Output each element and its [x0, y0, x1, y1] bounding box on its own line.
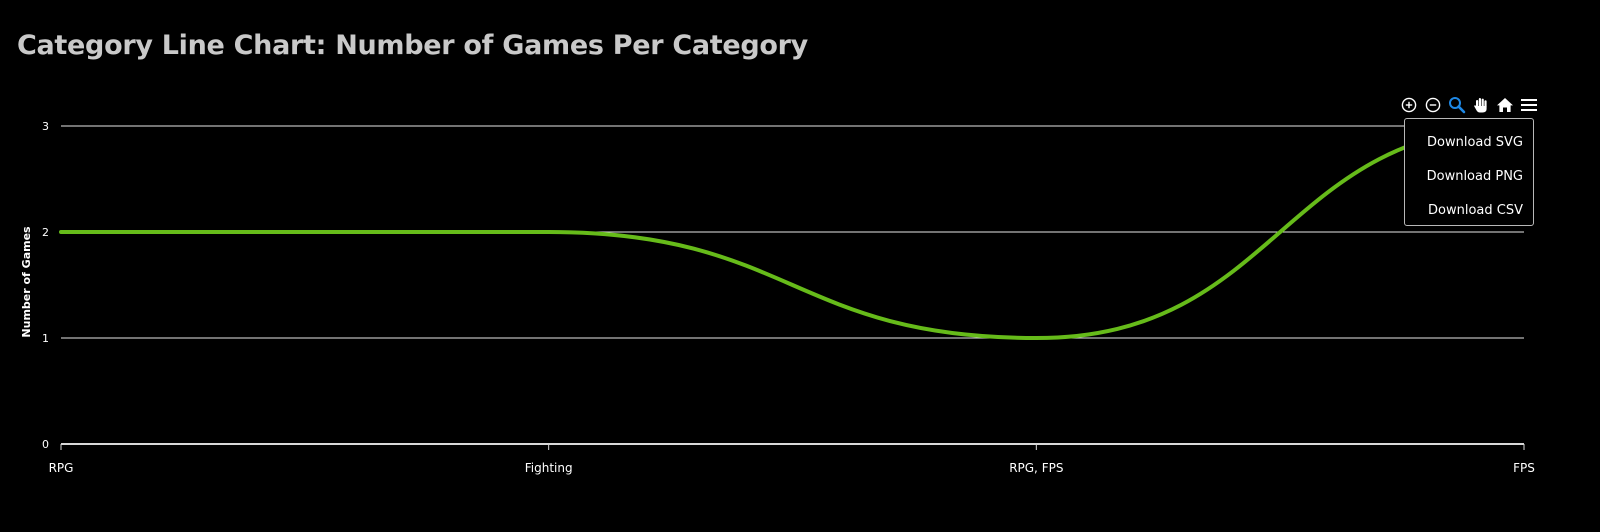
y-axis-label: Number of Games — [20, 226, 33, 338]
x-tick-label-1: Fighting — [525, 461, 573, 475]
x-tick-label-2: RPG, FPS — [1009, 461, 1063, 475]
zoom-in-icon[interactable] — [1398, 94, 1420, 116]
y-tick-label-2: 2 — [42, 226, 49, 239]
series-layer — [59, 124, 1526, 340]
y-axis-tick-labels: 0 1 2 3 — [42, 120, 49, 451]
x-axis — [60, 443, 1525, 450]
x-axis-tick-labels: RPG Fighting RPG, FPS FPS — [49, 461, 1535, 475]
download-svg-menu-item[interactable]: Download SVG — [1427, 135, 1523, 150]
y-tick-label-3: 3 — [42, 120, 49, 133]
zoom-out-icon[interactable] — [1422, 94, 1444, 116]
home-reset-icon[interactable] — [1494, 94, 1516, 116]
download-png-menu-item[interactable]: Download PNG — [1426, 169, 1523, 184]
y-tick-label-1: 1 — [42, 332, 49, 345]
y-tick-label-0: 0 — [42, 438, 49, 451]
chart-toolbar — [1398, 94, 1544, 116]
x-tick-label-3: FPS — [1513, 461, 1535, 475]
export-menu: Download SVG Download PNG Download CSV — [1404, 118, 1534, 226]
x-tick-label-0: RPG — [49, 461, 74, 475]
page-title: Category Line Chart: Number of Games Per… — [17, 30, 808, 61]
series-line-0 — [59, 124, 1526, 340]
zoom-selection-icon[interactable] — [1446, 94, 1468, 116]
download-csv-menu-item[interactable]: Download CSV — [1428, 203, 1523, 218]
menu-icon[interactable] — [1518, 94, 1540, 116]
pan-hand-icon[interactable] — [1470, 94, 1492, 116]
